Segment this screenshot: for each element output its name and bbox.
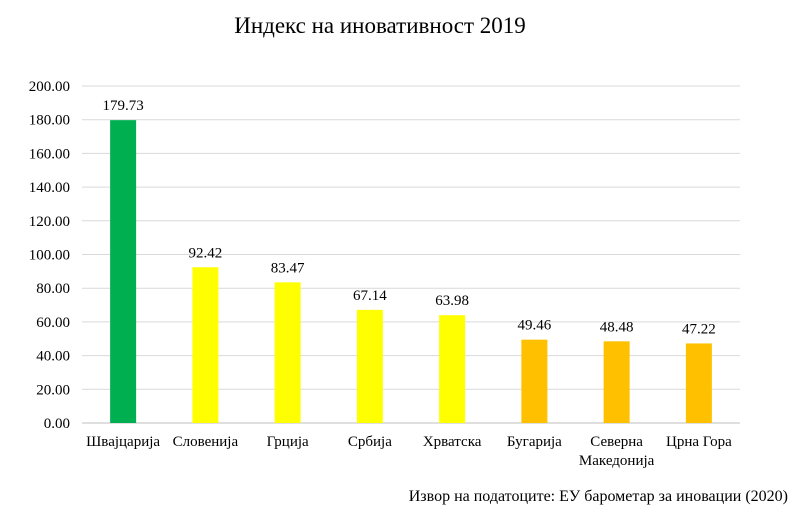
x-tick-label: Грција (267, 434, 309, 450)
bar (521, 339, 548, 423)
data-label: 83.47 (271, 260, 305, 276)
chart-title: Индекс на иновативност 2019 (234, 13, 526, 38)
y-tick-label: 20.00 (36, 382, 70, 398)
bar (356, 309, 383, 423)
y-tick-label: 100.00 (29, 248, 70, 264)
x-tick-label: Северна (590, 434, 643, 450)
y-axis-tick-labels: 0.00 20.00 40.00 60.00 80.00 100.00 120.00 140.… (29, 79, 70, 432)
x-tick-label: Србија (348, 434, 392, 450)
data-label: 92.42 (189, 245, 223, 261)
data-label: 63.98 (435, 293, 469, 309)
y-tick-label: 40.00 (36, 349, 70, 365)
bar (439, 315, 466, 423)
bar (110, 120, 137, 423)
gridlines (82, 85, 740, 424)
x-tick-label: Словенија (173, 434, 239, 450)
y-tick-label: 120.00 (29, 214, 70, 230)
data-label: 67.14 (353, 288, 387, 304)
y-tick-label: 80.00 (36, 281, 70, 297)
x-tick-label: Македонија (579, 453, 655, 469)
data-label: 48.48 (600, 319, 634, 335)
bar (192, 267, 219, 423)
data-label: 49.46 (518, 318, 552, 334)
bar (603, 341, 630, 423)
bar (274, 282, 301, 423)
y-tick-label: 200.00 (29, 79, 70, 95)
y-tick-label: 140.00 (29, 180, 70, 196)
source-note: Извор на податоците: ЕУ барометар за ино… (408, 488, 788, 505)
y-tick-label: 0.00 (44, 416, 70, 432)
y-tick-label: 180.00 (29, 113, 70, 129)
bar (685, 343, 712, 423)
x-tick-label: Бугарија (507, 434, 562, 450)
y-tick-label: 160.00 (29, 146, 70, 162)
x-axis-tick-labels: Швајцарија Словенија Грција Србија Хрватска Б… (86, 434, 732, 469)
bars (110, 120, 712, 423)
x-tick-label: Црна Гора (666, 434, 732, 450)
data-label: 47.22 (682, 321, 716, 337)
x-tick-label: Швајцарија (86, 434, 160, 450)
y-tick-label: 60.00 (36, 315, 70, 331)
x-tick-label: Хрватска (423, 434, 482, 450)
data-label: 179.73 (103, 98, 144, 114)
data-labels: 179.73 92.42 83.47 67.14 63.98 49.46 48.48 47.2… (103, 98, 716, 337)
